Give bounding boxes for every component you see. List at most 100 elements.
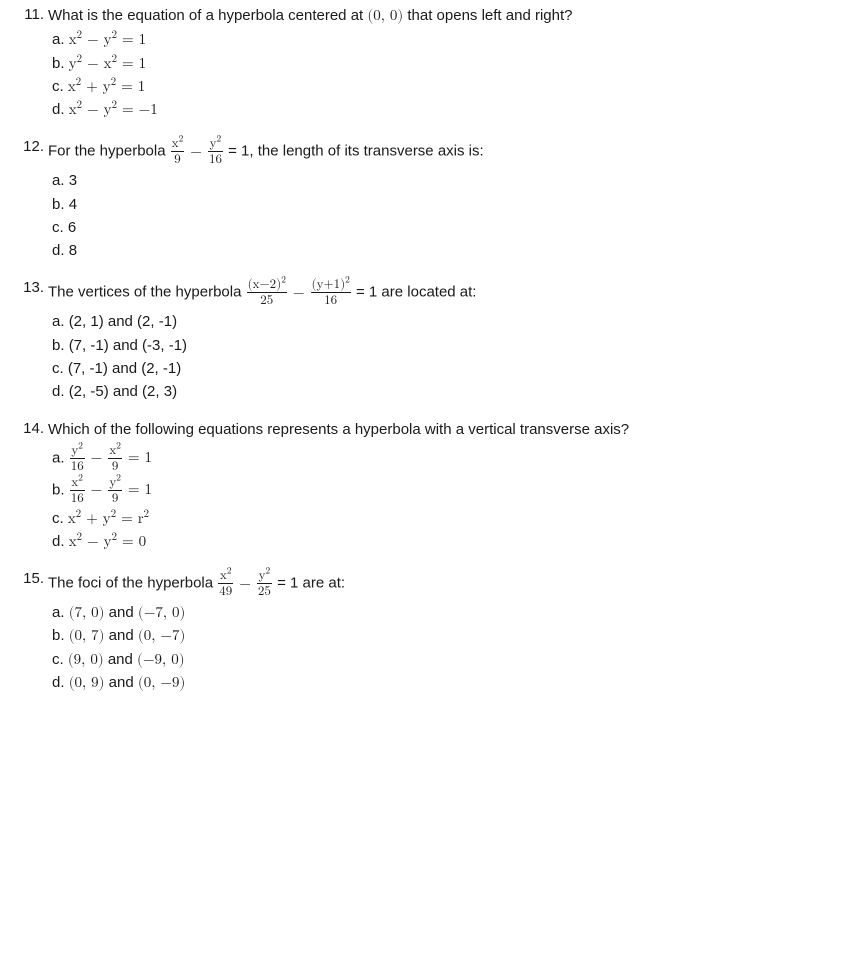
numerator: y2 (108, 476, 122, 491)
choice-a: a. x2 − y2 = 1 (52, 30, 855, 50)
choice-a: a. 3 (52, 171, 855, 191)
choice-b: b. (0, 7) and (0, −7) (52, 626, 855, 646)
choice-b: b. y2 − x2 = 1 (52, 54, 855, 74)
stem-math: (0, 0) (367, 8, 403, 23)
choice-c: c. x2 + y2 = r2 (52, 509, 855, 529)
question-number: 13. (10, 279, 44, 296)
numerator: y2 (70, 444, 85, 459)
question-15: 15. The foci of the hyperbola x249 − y22… (0, 570, 855, 693)
question-stem: What is the equation of a hyperbola cent… (48, 6, 855, 26)
choice-text: 3 (69, 172, 77, 189)
question-11: 11. What is the equation of a hyperbola … (0, 6, 855, 120)
choice-b: b. 4 (52, 195, 855, 215)
denominator: 16 (208, 152, 223, 166)
stem-math: x249 − y225 (217, 576, 273, 591)
choice-d: d. (0, 9) and (0, −9) (52, 673, 855, 693)
fraction: x216 (70, 476, 85, 505)
denominator: 49 (218, 584, 233, 598)
choice-c: c. x2 + y2 = 1 (52, 77, 855, 97)
choice-letter: b. (52, 481, 65, 498)
choice-math: (0, −9) (138, 675, 186, 690)
choice-letter: c. (52, 78, 64, 95)
choice-letter: a. (52, 449, 65, 466)
choice-math: x216 − y29 = 1 (69, 482, 152, 497)
choice-c: c. (7, -1) and (2, -1) (52, 359, 855, 379)
choice-d: d. x2 − y2 = 0 (52, 532, 855, 552)
denominator: 16 (311, 293, 351, 307)
rhs: = 1 (123, 450, 152, 465)
stem-text: Which of the following equations represe… (48, 421, 629, 438)
stem-text: The vertices of the hyperbola (48, 284, 246, 301)
stem-text: = 1 are located at: (352, 284, 477, 301)
stem-text: What is the equation of a hyperbola cent… (48, 7, 367, 24)
stem-text: = 1, the length of its transverse axis i… (224, 143, 484, 160)
choice-math: y2 − x2 = 1 (69, 56, 146, 71)
choice-math: (7, 0) (69, 605, 105, 620)
choice-math: (9, 0) (68, 652, 104, 667)
denominator: 9 (108, 491, 122, 505)
question-number: 11. (10, 6, 44, 23)
fraction: x249 (218, 569, 233, 598)
question-number: 14. (10, 420, 44, 437)
choice-a: a. y216 − x29 = 1 (52, 445, 855, 474)
fraction: x29 (108, 444, 122, 473)
choice-letter: a. (52, 172, 65, 189)
choice-math: x2 − y2 = −1 (69, 102, 158, 117)
choice-text: 4 (69, 196, 77, 213)
choice-text: (7, -1) and (2, -1) (68, 360, 181, 377)
question-stem: For the hyperbola x29 − y216 = 1, the le… (48, 138, 855, 167)
join-text: and (105, 604, 138, 621)
choice-b: b. x216 − y29 = 1 (52, 477, 855, 506)
choice-text: (2, -5) and (2, 3) (69, 383, 177, 400)
choice-letter: c. (52, 510, 64, 527)
choice-letter: b. (52, 627, 65, 644)
choice-letter: d. (52, 242, 65, 259)
choice-math: (0, 7) (69, 628, 105, 643)
join-text: and (105, 627, 138, 644)
question-13: 13. The vertices of the hyperbola (x−2)2… (0, 279, 855, 402)
fraction: (x−2)225 (247, 278, 287, 307)
choice-b: b. (7, -1) and (-3, -1) (52, 336, 855, 356)
stem-math: x29 − y216 (170, 144, 224, 159)
choice-math: x2 + y2 = 1 (68, 79, 145, 94)
choice-a: a. (7, 0) and (−7, 0) (52, 603, 855, 623)
choice-math: (−7, 0) (138, 605, 186, 620)
choice-letter: b. (52, 337, 65, 354)
fraction: (y+1)216 (311, 278, 351, 307)
numerator: y2 (208, 137, 223, 152)
choice-math: x2 − y2 = 1 (69, 32, 146, 47)
denominator: 9 (108, 459, 122, 473)
choice-letter: d. (52, 674, 65, 691)
denominator: 25 (257, 584, 272, 598)
question-number: 15. (10, 570, 44, 587)
choice-letter: d. (52, 533, 65, 550)
choice-letter: a. (52, 31, 65, 48)
join-text: and (105, 674, 138, 691)
fraction: y216 (70, 444, 85, 473)
choice-letter: d. (52, 383, 65, 400)
denominator: 16 (70, 459, 85, 473)
numerator: x2 (171, 137, 185, 152)
choice-math: (0, 9) (69, 675, 105, 690)
fraction: y225 (257, 569, 272, 598)
question-stem: The vertices of the hyperbola (x−2)225 −… (48, 279, 855, 308)
choice-math: x2 + y2 = r2 (68, 511, 149, 526)
choice-letter: a. (52, 604, 65, 621)
numerator: x2 (108, 444, 122, 459)
rhs: = 1 (123, 482, 152, 497)
choice-text: 6 (68, 219, 76, 236)
fraction: x29 (171, 137, 185, 166)
question-number: 12. (10, 138, 44, 155)
denominator: 16 (70, 491, 85, 505)
choice-d: d. 8 (52, 241, 855, 261)
question-stem: Which of the following equations represe… (48, 420, 855, 440)
operator: − (86, 482, 108, 497)
choice-letter: c. (52, 360, 64, 377)
choice-letter: b. (52, 55, 65, 72)
numerator: y2 (257, 569, 272, 584)
operator: − (86, 450, 108, 465)
choice-letter: c. (52, 651, 64, 668)
choice-text: 8 (69, 242, 77, 259)
stem-text: that opens left and right? (403, 7, 572, 24)
stem-text: For the hyperbola (48, 143, 170, 160)
